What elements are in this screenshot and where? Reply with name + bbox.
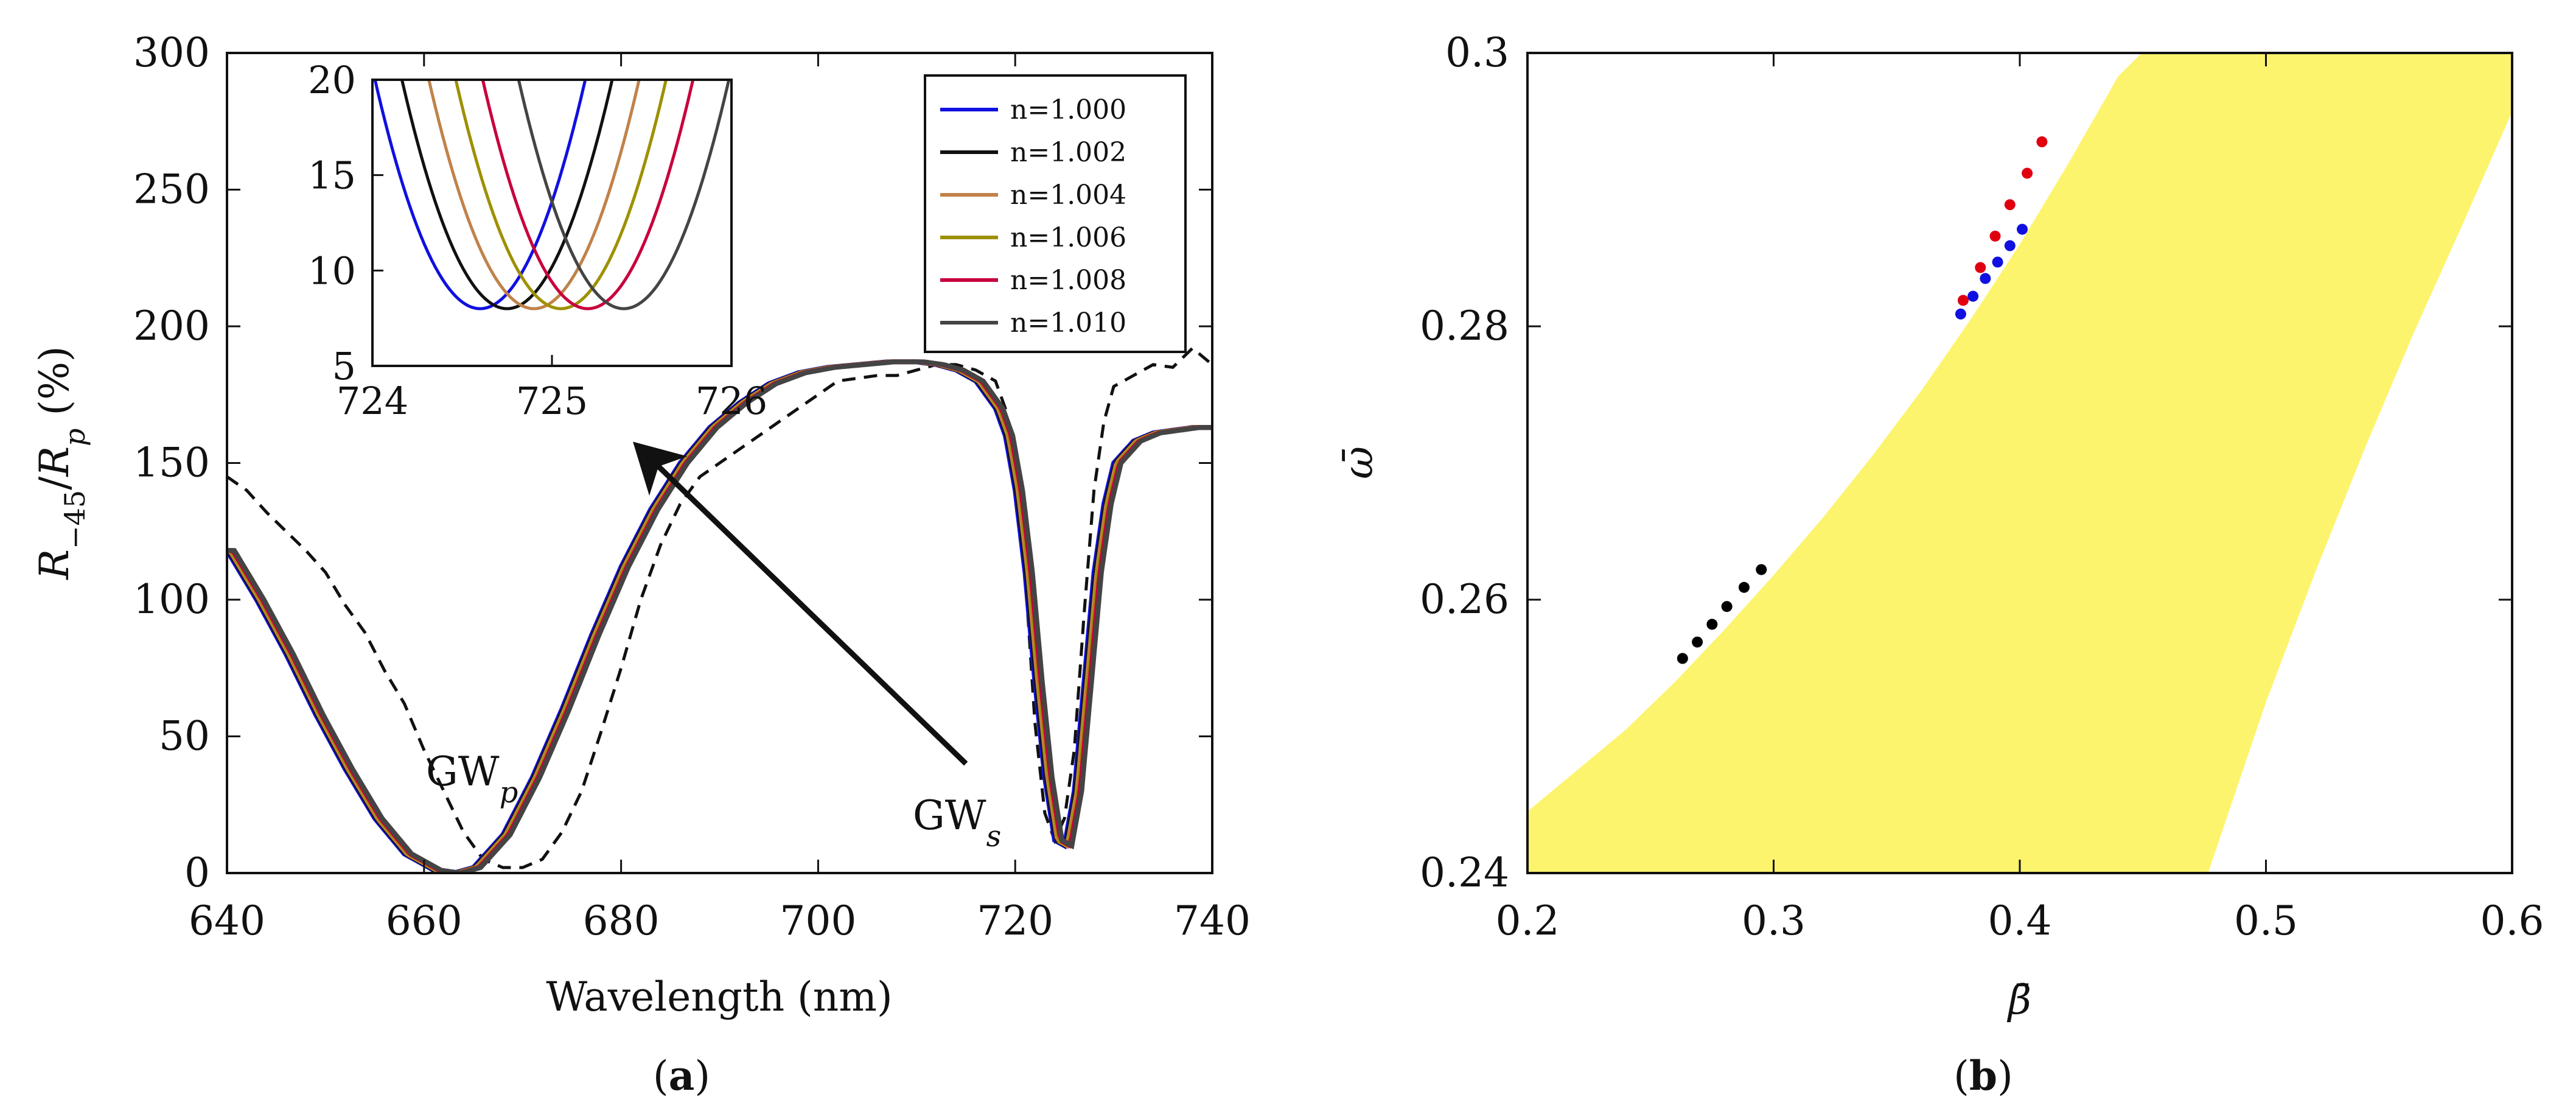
legend-label: n=1.008 (1010, 265, 1126, 296)
point-red (2022, 167, 2033, 179)
x-axis-label-b: β̄ (2006, 977, 2031, 1023)
x-tick-label: 700 (780, 897, 856, 944)
x-axis-label: Wavelength (nm) (546, 973, 892, 1020)
inset-y-tick-label: 5 (332, 344, 356, 388)
y-tick-label: 300 (133, 29, 210, 76)
allowed-band (1527, 53, 2512, 873)
point-red (1975, 262, 1986, 273)
caption-b: (b) (1953, 1052, 2013, 1100)
caption-a: (a) (653, 1052, 710, 1100)
b-x-tick-label: 0.3 (1742, 897, 1806, 944)
legend-label: n=1.006 (1010, 222, 1126, 253)
inset-x-tick-label: 724 (337, 379, 408, 423)
point-blue (1967, 290, 1979, 302)
legend-label: n=1.000 (1010, 94, 1126, 125)
panel-a-ticks: 640 660 680 700 720 740 0 50 100 150 200 250 300 (133, 29, 1251, 944)
point-blue (2004, 240, 2016, 251)
shift-arrow (633, 441, 968, 766)
legend: n=1.000 n=1.002 n=1.004 n=1.006 n=1.008 n=1.0… (924, 74, 1187, 353)
panel-b: 0.2 0.3 0.4 0.5 0.6 0.24 0.26 0.28 0.3 β̄ ω̄ (b) (1335, 29, 2544, 1100)
measured-dashed-curve (227, 346, 1212, 869)
series-line-n=1.000 (227, 359, 1212, 873)
point-black (1756, 564, 1767, 575)
y-tick-label: 0 (184, 849, 210, 896)
series-line-n=1.008 (227, 359, 1212, 873)
y-tick-label: 250 (133, 166, 210, 213)
series-line-n=1.006 (227, 359, 1212, 873)
inset-y-tick-label: 20 (308, 58, 356, 102)
inset-line-n=1.004 (427, 80, 641, 310)
inset-line-n=1.006 (454, 80, 668, 310)
x-tick-label: 680 (583, 897, 660, 944)
panel-b-ticks: 0.2 0.3 0.4 0.5 0.6 0.24 0.26 0.28 0.3 (1420, 29, 2544, 944)
point-black (1692, 636, 1703, 648)
point-black (1738, 581, 1750, 593)
y-axis-label-b: ω̄ (1335, 446, 1382, 479)
x-tick-label: 660 (386, 897, 462, 944)
series-line-n=1.004 (227, 359, 1212, 873)
series-line-n=1.002 (227, 359, 1212, 873)
b-y-tick-label: 0.28 (1420, 303, 1509, 349)
b-x-tick-label: 0.2 (1496, 897, 1560, 944)
point-red (1989, 230, 2001, 242)
x-tick-label: 740 (1174, 897, 1251, 944)
inset-x-tick-label: 726 (696, 379, 767, 423)
inset-frame (371, 79, 733, 367)
panel-b-frame (1526, 52, 2513, 874)
panel-a-curves (227, 346, 1212, 873)
x-tick-label: 640 (189, 897, 265, 944)
inset-curves (373, 80, 731, 310)
inset-background (372, 80, 731, 366)
legend-label: n=1.004 (1010, 180, 1126, 211)
b-y-tick-label: 0.24 (1420, 849, 1509, 896)
point-blue (1992, 256, 2003, 268)
legend-frame (924, 74, 1187, 353)
legend-label: n=1.010 (1010, 307, 1126, 339)
b-x-tick-label: 0.4 (1988, 897, 2052, 944)
y-axis-label: R−45/Rp (%) (31, 346, 91, 580)
legend-label: n=1.002 (1010, 137, 1126, 168)
inset-plot: 724 725 726 5 10 15 20 (308, 58, 767, 423)
b-y-tick-label: 0.3 (1445, 29, 1509, 76)
point-blue (2017, 223, 2028, 235)
b-x-tick-label: 0.6 (2480, 897, 2544, 944)
series-line-n=1.010 (227, 359, 1212, 873)
inset-line-n=1.008 (481, 80, 695, 310)
b-y-tick-label: 0.26 (1420, 576, 1509, 623)
panel-a-frame (226, 52, 1213, 874)
panel-b-plot (1527, 53, 2512, 873)
y-tick-label: 150 (133, 440, 210, 486)
y-tick-label: 200 (133, 303, 210, 349)
y-tick-label: 100 (133, 576, 210, 623)
y-tick-label: 50 (159, 713, 210, 760)
point-red (1957, 295, 1969, 306)
inset-x-tick-label: 725 (516, 379, 588, 423)
inset-line-n=1.010 (517, 80, 731, 310)
panel-a: 640 660 680 700 720 740 0 50 100 150 200 250 300 GWp… (31, 29, 1251, 1100)
inset-y-tick-label: 15 (308, 153, 356, 198)
b-x-tick-label: 0.5 (2234, 897, 2298, 944)
x-tick-label: 720 (977, 897, 1053, 944)
inset-ticks: 724 725 726 5 10 15 20 (308, 58, 767, 423)
inset-line-n=1.002 (400, 80, 614, 310)
gws-label: GWs (913, 792, 1001, 854)
point-black (1677, 653, 1688, 664)
gwp-label: GWp (426, 748, 518, 810)
point-black (1721, 601, 1733, 612)
inset-y-tick-label: 10 (308, 248, 356, 293)
point-red (2036, 136, 2048, 147)
point-red (2004, 199, 2016, 211)
point-blue (1955, 308, 1966, 320)
point-blue (1980, 273, 1991, 284)
point-black (1706, 619, 1718, 630)
